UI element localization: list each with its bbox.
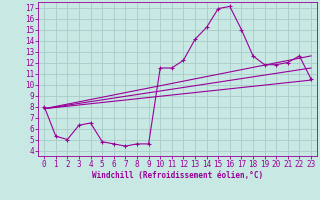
X-axis label: Windchill (Refroidissement éolien,°C): Windchill (Refroidissement éolien,°C) (92, 171, 263, 180)
